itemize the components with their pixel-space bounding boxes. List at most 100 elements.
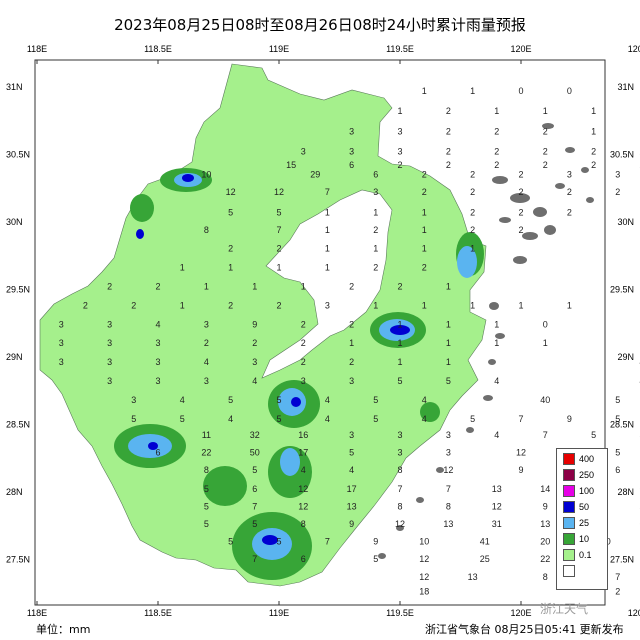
rain-value: 1 xyxy=(567,300,572,310)
lat-tick-label-left: 31N xyxy=(6,82,23,92)
map-title: 2023年08月25日08时至08月26日08时24小时累计雨量预报 xyxy=(114,16,526,34)
rain-value: 2 xyxy=(276,300,281,310)
rain-value: 14 xyxy=(540,484,550,494)
rain-value: 3 xyxy=(349,126,354,136)
rain-value: 2 xyxy=(470,225,475,235)
rain-value: 2 xyxy=(252,338,257,348)
rain-value: 3 xyxy=(107,376,112,386)
lat-tick-label-left: 28.5N xyxy=(6,420,30,430)
rain-value: 32 xyxy=(250,430,260,440)
rain-value: 1 xyxy=(422,207,427,217)
rain-value: 2 xyxy=(615,187,620,197)
rain-value: 1 xyxy=(446,319,451,329)
rain-value: 1 xyxy=(325,263,330,273)
rain-value: 1 xyxy=(494,319,499,329)
rain-value: 1 xyxy=(470,86,475,96)
axis-tick-labels: 118E 118E 118.5E 118.5E 119E 119E 119.5E 119.5E… xyxy=(6,44,640,618)
lat-tick-label-left: 29.5N xyxy=(6,285,30,295)
rain-value: 4 xyxy=(325,414,330,424)
rain-value: 4 xyxy=(180,395,185,405)
rain-value: 1 xyxy=(228,263,233,273)
rain-value: 2 xyxy=(131,300,136,310)
lon-tick-label-top: 119.5E xyxy=(386,44,414,54)
rain-value: 40 xyxy=(540,395,550,405)
rain-value: 2 xyxy=(470,187,475,197)
unit-label: 单位：mm xyxy=(36,623,91,636)
rain-value: 5 xyxy=(349,448,354,458)
rain-value: 3 xyxy=(567,169,572,179)
legend-swatch xyxy=(563,501,575,513)
rain-value: 2 xyxy=(615,587,620,597)
rain-value: 8 xyxy=(301,519,306,529)
rain-value: 1 xyxy=(470,244,475,254)
rain-value: 5 xyxy=(276,414,281,424)
rain-value: 13 xyxy=(468,572,478,582)
rain-value: 2 xyxy=(349,357,354,367)
rain-value: 5 xyxy=(373,414,378,424)
rain-value: 3 xyxy=(204,376,209,386)
rain-value: 4 xyxy=(325,395,330,405)
rain-value: 1 xyxy=(446,282,451,292)
rain-value: 3 xyxy=(349,147,354,157)
rain-value: 15 xyxy=(286,160,296,170)
rain-value: 5 xyxy=(252,519,257,529)
legend-swatch xyxy=(563,549,575,561)
rain-value: 2 xyxy=(446,126,451,136)
issuer-text: 浙江省气象台 08月25日05:41 更新发布 xyxy=(425,623,624,636)
rain-value: 9 xyxy=(567,414,572,424)
legend-swatch xyxy=(563,453,575,465)
rain-value: 3 xyxy=(59,357,64,367)
rain-value: 6 xyxy=(301,554,306,564)
rain-value: 2 xyxy=(494,160,499,170)
rain-value: 6 xyxy=(252,484,257,494)
rain-value: 7 xyxy=(446,484,451,494)
rain-value: 2 xyxy=(567,187,572,197)
legend-swatch xyxy=(563,485,575,497)
rain-value: 6 xyxy=(373,169,378,179)
rain-value: 5 xyxy=(373,554,378,564)
rain-value: 3 xyxy=(615,169,620,179)
rain-value: 1 xyxy=(252,282,257,292)
lat-tick-label-right: 31N xyxy=(617,82,634,92)
rain-value: 3 xyxy=(397,147,402,157)
rain-value: 3 xyxy=(325,300,330,310)
rain-value: 12 xyxy=(419,554,429,564)
lat-tick-label-left: 27.5N xyxy=(6,555,30,565)
rain-value: 12 xyxy=(516,448,526,458)
rain-value: 5 xyxy=(131,414,136,424)
rain-value: 2 xyxy=(494,126,499,136)
rain-value: 3 xyxy=(59,319,64,329)
rain-value: 3 xyxy=(397,448,402,458)
rain-value: 3 xyxy=(155,376,160,386)
rain-value: 2 xyxy=(591,147,596,157)
rain-value: 2 xyxy=(446,160,451,170)
rain-value: 5 xyxy=(615,414,620,424)
rain-value: 1 xyxy=(373,207,378,217)
rain-value: 2 xyxy=(204,338,209,348)
rain-value: 2 xyxy=(373,263,378,273)
lat-tick-label-left: 30N xyxy=(6,217,23,227)
lat-tick-label-right: 30.5N xyxy=(610,150,634,160)
rain-value: 3 xyxy=(349,430,354,440)
rain-value: 1 xyxy=(204,282,209,292)
rain-value: 3 xyxy=(349,376,354,386)
rain-value: 5 xyxy=(591,430,596,440)
rain-value: 1 xyxy=(422,225,427,235)
rain-value: 4 xyxy=(349,465,354,475)
rain-value: 10 xyxy=(201,169,211,179)
legend-label: 10 xyxy=(579,534,590,544)
legend-swatch xyxy=(563,469,575,481)
rain-value: 2 xyxy=(349,319,354,329)
lon-tick-label-top: 119E xyxy=(269,44,289,54)
rain-value: 9 xyxy=(543,502,548,512)
rain-value: 12 xyxy=(298,502,308,512)
rain-value: 1 xyxy=(494,338,499,348)
rain-value: 4 xyxy=(422,414,427,424)
rain-value: 1 xyxy=(325,225,330,235)
rain-value: 2 xyxy=(422,169,427,179)
rain-value: 3 xyxy=(107,338,112,348)
rain-value: 2 xyxy=(543,160,548,170)
rain-value: 2 xyxy=(301,338,306,348)
rain-value: 7 xyxy=(615,572,620,582)
rain-value: 3 xyxy=(301,147,306,157)
